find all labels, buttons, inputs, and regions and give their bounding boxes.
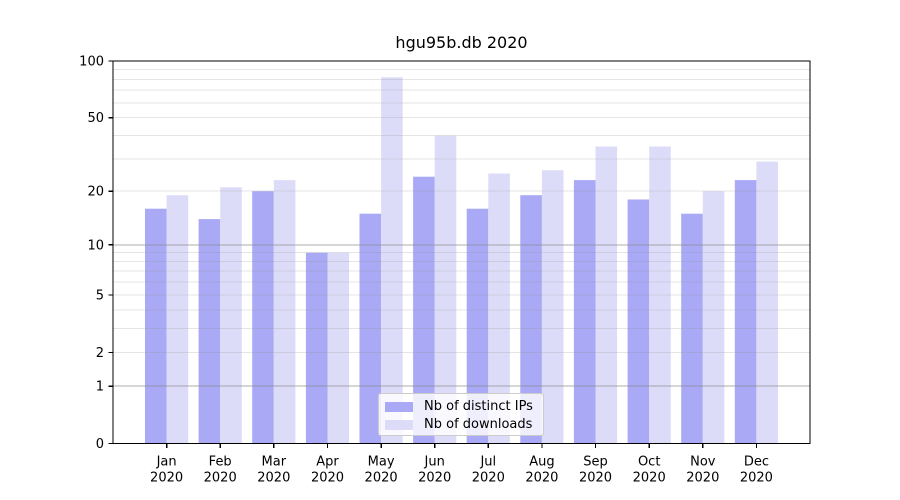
legend: Nb of distinct IPs Nb of downloads (378, 393, 544, 436)
x-tick-label-year: 2020 (418, 471, 451, 486)
x-tick-label-month: Aug (529, 455, 554, 470)
x-tick-label-year: 2020 (150, 471, 183, 486)
x-tick-label-year: 2020 (204, 471, 237, 486)
y-tick-label: 100 (79, 55, 104, 70)
x-tick-label-month: Dec (744, 455, 769, 470)
bar-downloads-jul (488, 173, 510, 444)
bar-distinct-ips-sep (573, 180, 596, 444)
x-tick-label-year: 2020 (633, 471, 666, 486)
y-tick-label: 50 (87, 111, 104, 126)
y-tick-label: 5 (96, 289, 104, 304)
x-tick-label-year: 2020 (472, 471, 505, 486)
legend-entry-downloads: Nb of downloads (385, 416, 543, 433)
x-tick-label-year: 2020 (525, 471, 558, 486)
x-tick-label-month: Mar (262, 455, 287, 470)
y-tick-label: 10 (87, 238, 104, 253)
x-tick-label-month: May (368, 455, 395, 470)
x-tick-label-year: 2020 (311, 471, 344, 486)
bar-distinct-ips-oct (627, 199, 650, 444)
x-tick-label-year: 2020 (686, 471, 719, 486)
x-tick-label-month: Nov (690, 455, 716, 470)
x-tick-label-month: Feb (209, 455, 232, 470)
x-tick-label-year: 2020 (365, 471, 398, 486)
bar-downloads-sep (595, 146, 618, 444)
bar-distinct-ips-feb (198, 219, 221, 444)
legend-entry-distinct-ips: Nb of distinct IPs (385, 398, 543, 415)
y-tick-label: 1 (96, 380, 104, 395)
bar-distinct-ips-aug (520, 195, 542, 444)
x-tick-label-month: Jan (156, 455, 177, 470)
bar-downloads-aug (541, 170, 564, 444)
bar-downloads-oct (649, 146, 671, 444)
bar-downloads-may (381, 77, 403, 444)
legend-swatch-distinct-ips (385, 401, 413, 412)
legend-label-distinct-ips: Nb of distinct IPs (424, 399, 533, 414)
x-tick-label-month: Jul (479, 455, 496, 470)
bar-distinct-ips-jul (466, 208, 489, 444)
legend-swatch-downloads (385, 419, 413, 430)
bar-downloads-feb (220, 187, 242, 444)
x-tick-label-month: Oct (638, 455, 660, 470)
x-tick-label-month: Sep (583, 455, 608, 470)
bar-distinct-ips-jun (413, 176, 435, 444)
x-tick-label-month: Apr (316, 455, 339, 470)
legend-label-downloads: Nb of downloads (424, 417, 533, 432)
bar-distinct-ips-apr (305, 252, 328, 444)
bar-downloads-dec (756, 161, 778, 444)
bar-distinct-ips-jan (145, 208, 167, 444)
bar-distinct-ips-mar (252, 191, 274, 444)
y-tick-label: 2 (96, 346, 104, 361)
x-tick-label-year: 2020 (740, 471, 773, 486)
bar-downloads-mar (273, 180, 296, 444)
bar-distinct-ips-dec (734, 180, 757, 444)
x-tick-label-year: 2020 (257, 471, 290, 486)
bar-downloads-jan (166, 195, 189, 444)
x-tick-label-year: 2020 (579, 471, 612, 486)
chart-title: hgu95b.db 2020 (395, 33, 528, 52)
x-tick-label-month: Jun (424, 455, 445, 470)
bar-downloads-jun (434, 135, 457, 444)
plot-border (112, 60, 811, 445)
y-tick-label: 0 (96, 437, 104, 452)
bar-downloads-apr (327, 252, 350, 444)
bar-downloads-nov (702, 191, 725, 444)
y-tick-label: 20 (87, 185, 104, 200)
